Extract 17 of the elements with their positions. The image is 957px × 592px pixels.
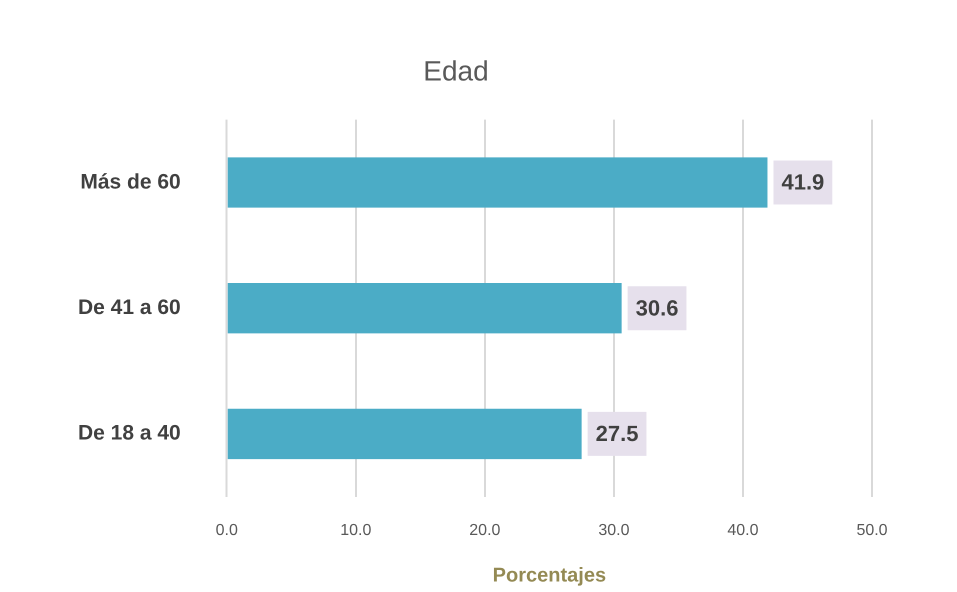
x-tick-label: 0.0: [216, 522, 238, 539]
data-label: 41.9: [781, 170, 824, 195]
bar: [228, 283, 622, 334]
data-label: 27.5: [596, 420, 638, 446]
x-tick-label: 30.0: [598, 522, 630, 539]
y-tick-label: Más de 60: [80, 170, 181, 194]
x-tick-label: 10.0: [340, 522, 372, 539]
bar: [228, 157, 768, 208]
x-axis-title: Porcentajes: [492, 564, 606, 587]
x-tick-label: 50.0: [856, 522, 888, 539]
bar: [228, 408, 582, 460]
y-tick-label: De 18 a 40: [78, 422, 181, 445]
x-tick-label: 20.0: [469, 522, 501, 539]
chart-title: Edad: [423, 56, 489, 87]
y-tick-label: De 41 a 60: [78, 296, 181, 319]
x-tick-label: 40.0: [727, 522, 759, 539]
data-label: 30.6: [636, 295, 678, 320]
